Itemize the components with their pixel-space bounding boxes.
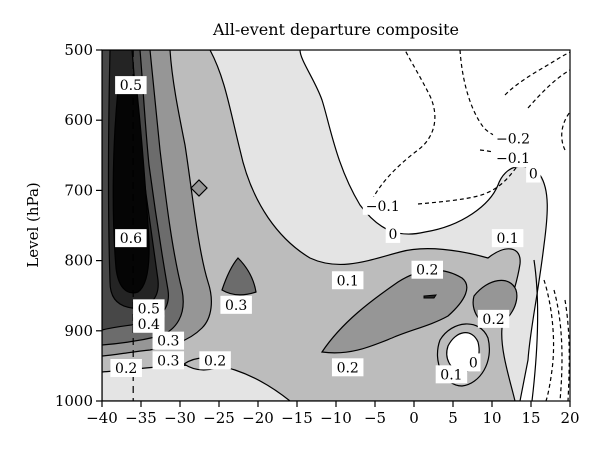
contour-label: 0.3 <box>225 298 247 314</box>
contour-label: 0.5 <box>120 78 142 94</box>
contour-label-box <box>152 331 185 350</box>
contour-label: 0.2 <box>115 361 137 377</box>
contour-label-box <box>491 229 524 248</box>
contour-label: −0.1 <box>496 151 530 167</box>
contour-region-0.3-peak <box>221 257 257 296</box>
contour-line-minus-0.2-arc <box>561 111 570 151</box>
y-axis: 500 600 700 800 900 1000 <box>55 41 102 410</box>
y-tick-label: 900 <box>64 322 93 340</box>
contour-label-box <box>133 314 165 333</box>
contour-label-box <box>115 76 147 95</box>
contour-line-minus-0.3-north <box>527 69 570 109</box>
y-tick-label: 1000 <box>55 392 93 410</box>
contour-label-box <box>220 295 252 314</box>
x-tick-label: −20 <box>242 409 274 427</box>
contour-label-box <box>199 351 231 370</box>
contour-label: −0.2 <box>496 131 530 147</box>
contour-line-minus-0.3-south <box>564 299 570 401</box>
contour-label-box <box>362 196 403 215</box>
contour-line-zero-south <box>531 259 539 401</box>
contour-label-box <box>115 229 147 248</box>
y-tick-label: 500 <box>64 41 93 59</box>
contour-label-box <box>133 299 165 318</box>
x-tick-label: −40 <box>86 409 118 427</box>
x-tick-label: −15 <box>281 409 313 427</box>
contour-region-0.2-south <box>320 269 468 354</box>
contour-label-box <box>493 129 534 148</box>
contour-region-0.3-small <box>190 179 208 197</box>
x-tick-label: −25 <box>203 409 235 427</box>
y-tick-label: 800 <box>64 252 93 270</box>
contour-labels: 0.50.60.50.40.30.30.2 0.20.30.10.20.10.20… <box>110 76 541 384</box>
contour-label: 0.6 <box>120 231 142 247</box>
x-tick-label: −35 <box>125 409 157 427</box>
contour-label-box <box>526 164 541 183</box>
contour-label-box <box>477 309 510 328</box>
x-tick-label: 15 <box>521 409 540 427</box>
contour-label: 0.1 <box>440 367 462 383</box>
contour-region-0.3-sliver <box>423 294 437 299</box>
x-tick-label: 5 <box>448 409 458 427</box>
contour-label: 0.2 <box>482 312 504 328</box>
contour-line-minus-0.1-south <box>543 279 555 401</box>
chart-title: All-event departure composite <box>212 20 459 39</box>
x-tick-label: −30 <box>164 409 196 427</box>
contour-label: 0 <box>529 167 538 183</box>
x-tick-label: 10 <box>482 409 501 427</box>
contour-line-minus-0.2-north <box>504 51 570 96</box>
contour-label-box <box>152 351 185 370</box>
contour-label: 0.3 <box>157 353 179 369</box>
contour-label: 0.2 <box>337 360 359 376</box>
y-tick-label: 700 <box>64 181 93 199</box>
y-axis-label: Level (hPa) <box>24 182 42 267</box>
contour-label: −0.1 <box>366 199 400 215</box>
contour-line-minus-0.1-west <box>371 50 436 201</box>
x-tick-label: 20 <box>560 409 579 427</box>
contour-label: 0.4 <box>138 317 160 333</box>
contour-label: 0.5 <box>138 301 160 317</box>
contour-label: 0.3 <box>157 334 179 350</box>
contour-line-minus-0.2-south <box>553 289 563 401</box>
contour-label-box <box>435 365 468 384</box>
contour-label-box <box>466 353 481 372</box>
x-tick-label: −10 <box>320 409 352 427</box>
contour-label-box <box>385 224 401 243</box>
contour-label: 0.1 <box>337 273 359 289</box>
contour-label-box <box>110 359 142 378</box>
y-tick-label: 600 <box>64 111 93 129</box>
contour-line-minus-0.2 <box>459 50 523 138</box>
contour-label: 0 <box>388 227 397 243</box>
contour-label-box <box>331 271 364 290</box>
contour-label: 0 <box>469 355 478 371</box>
contour-label-box <box>493 149 534 168</box>
contour-label: 0.1 <box>496 231 518 247</box>
contour-line-minus-0.1-east <box>417 164 519 205</box>
contour-label-box <box>411 260 444 279</box>
contour-label: 0.2 <box>416 263 438 279</box>
x-tick-label: 0 <box>409 409 419 427</box>
contour-label-box <box>331 358 364 377</box>
contour-fill-layer <box>102 50 570 401</box>
contour-label: 0.2 <box>204 353 226 369</box>
x-tick-label: −5 <box>364 409 386 427</box>
x-axis: −40 −35 −30 −25 −20 −15 −10 −5 0 5 10 15 20 <box>86 401 580 427</box>
